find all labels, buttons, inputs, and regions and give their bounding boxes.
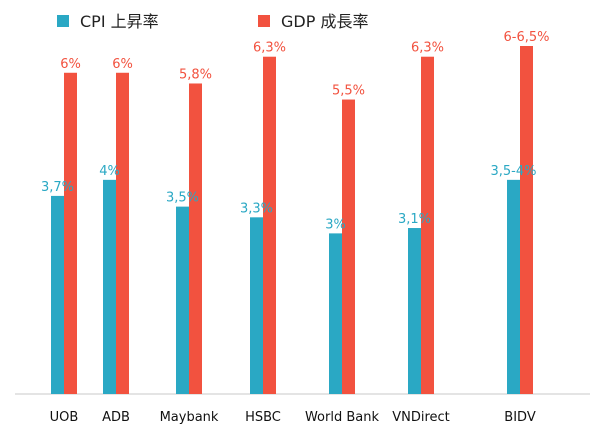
x-axis-ticks: UOB ADB Maybank HSBC World Bank VNDirect BIDV	[50, 410, 536, 425]
data-label-gdp-vndirect: 6,3%	[411, 41, 444, 56]
bar-gdp-bidv	[520, 46, 533, 394]
data-label-cpi-maybank: 3,5%	[166, 191, 199, 206]
data-label-gdp-bidv: 6-6,5%	[504, 30, 550, 45]
x-tick-label-uob: UOB	[50, 410, 79, 425]
x-tick-label-world-bank: World Bank	[305, 410, 380, 425]
bars-group	[51, 46, 533, 395]
bar-gdp-adb	[116, 72, 129, 395]
bar-gdp-world-bank	[342, 99, 355, 394]
x-tick-label-bidv: BIDV	[504, 410, 536, 425]
x-tick-label-vndirect: VNDirect	[392, 410, 450, 425]
legend-swatch-cpi	[57, 15, 69, 27]
bar-cpi-adb	[103, 179, 116, 394]
data-labels-group: 3,7% 6% 4% 6% 3,5% 5,8% 3,3% 6,3% 3% 5,5% 3,1% 6,3%…	[41, 30, 550, 232]
data-label-cpi-hsbc: 3,3%	[240, 201, 273, 216]
bar-gdp-uob	[64, 72, 77, 395]
bar-gdp-vndirect	[421, 56, 434, 395]
data-label-gdp-world-bank: 5,5%	[332, 84, 365, 99]
data-label-cpi-world-bank: 3%	[325, 217, 346, 232]
x-tick-label-adb: ADB	[102, 410, 130, 425]
bar-cpi-bidv	[507, 179, 520, 394]
bar-gdp-hsbc	[263, 56, 276, 395]
data-label-gdp-hsbc: 6,3%	[253, 41, 286, 56]
legend-label-gdp: GDP 成長率	[281, 12, 368, 31]
data-label-cpi-adb: 4%	[99, 164, 120, 179]
data-label-gdp-maybank: 5,8%	[179, 67, 212, 82]
x-tick-label-maybank: Maybank	[160, 410, 219, 425]
legend: CPI 上昇率 GDP 成長率	[57, 12, 368, 31]
bar-cpi-vndirect	[408, 228, 421, 394]
data-label-gdp-adb: 6%	[112, 57, 133, 72]
bar-cpi-uob	[51, 195, 64, 394]
legend-swatch-gdp	[258, 15, 270, 27]
bar-cpi-maybank	[176, 206, 189, 394]
data-label-cpi-vndirect: 3,1%	[398, 212, 431, 227]
bar-gdp-maybank	[189, 83, 202, 394]
data-label-cpi-uob: 3,7%	[41, 180, 74, 195]
bar-cpi-world-bank	[329, 233, 342, 394]
data-label-cpi-bidv: 3,5-4%	[491, 164, 537, 179]
data-label-gdp-uob: 6%	[60, 57, 81, 72]
x-tick-label-hsbc: HSBC	[245, 410, 281, 425]
bar-cpi-hsbc	[250, 217, 263, 394]
legend-label-cpi: CPI 上昇率	[80, 12, 159, 31]
